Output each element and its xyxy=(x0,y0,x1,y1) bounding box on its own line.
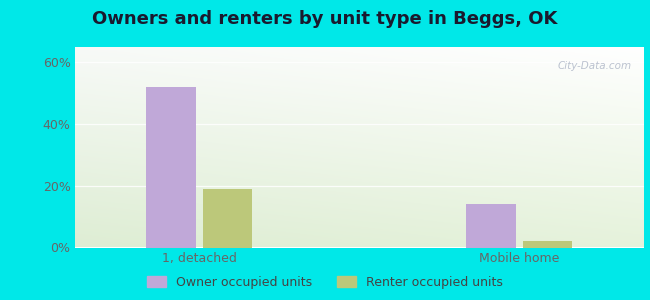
Bar xyxy=(523,241,573,248)
Legend: Owner occupied units, Renter occupied units: Owner occupied units, Renter occupied un… xyxy=(142,271,508,294)
Text: City-Data.com: City-Data.com xyxy=(558,61,632,70)
Bar xyxy=(466,204,515,248)
Bar xyxy=(146,87,196,248)
Text: Owners and renters by unit type in Beggs, OK: Owners and renters by unit type in Beggs… xyxy=(92,11,558,28)
Bar xyxy=(203,189,252,247)
